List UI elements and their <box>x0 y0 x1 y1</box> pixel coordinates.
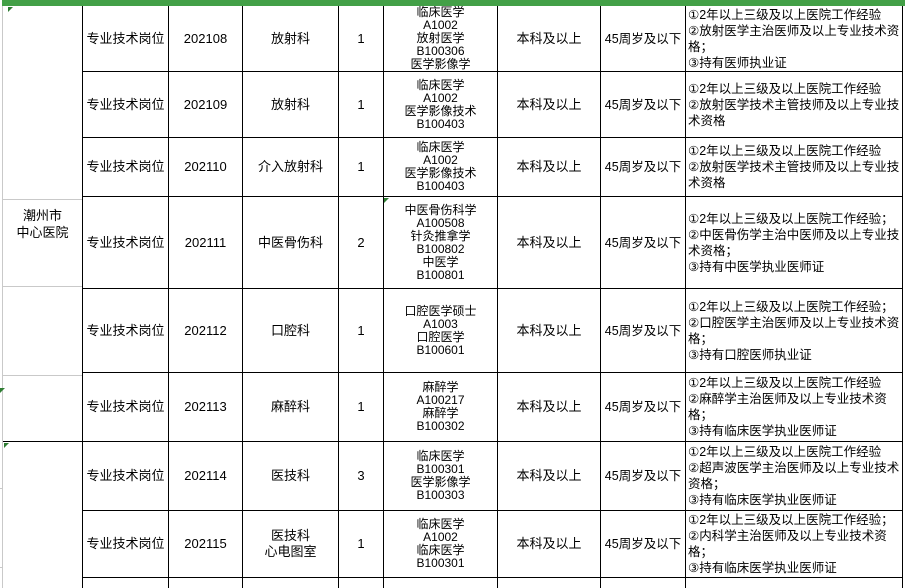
table-row: 专业技术岗位 202113 麻醉科 1 麻醉学 A100217 麻醉学 B100… <box>83 373 903 442</box>
cell-education[interactable]: 本科及以上 <box>498 442 601 510</box>
table-row: 专业技术岗位 202111 中医骨伤科 2 中医骨伤科学 A100508 针灸推… <box>83 197 903 289</box>
cell-education[interactable]: 本科及以上 <box>498 289 601 372</box>
cell-age[interactable]: 45周岁及以下 <box>601 289 686 372</box>
hospital-cell[interactable]: 潮州市 中心医院 <box>3 6 83 442</box>
cell-age[interactable]: 45周岁及以下 <box>601 72 686 137</box>
gridline <box>3 375 82 376</box>
cell-age[interactable]: 45周岁及以下 <box>601 511 686 577</box>
cell-age[interactable]: 45周岁及以下 <box>601 6 686 71</box>
cell-requirements[interactable]: ①2年以上三级及以上医院工作经验 ②麻醉学主治医师及以上专业技术资格； ③持有临… <box>686 373 903 441</box>
cell-age[interactable]: 45周岁及以下 <box>601 138 686 196</box>
cell-code[interactable]: 202114 <box>169 442 243 510</box>
cell-department[interactable]: 口腔科 <box>243 289 339 372</box>
cell-code[interactable]: 202115 <box>169 511 243 577</box>
cell-headcount[interactable]: 1 <box>339 138 384 196</box>
cell-requirements[interactable]: ①2年以上三级及以上医院工作经验 ②放射医学技术主管技师及以上专业技术资格 <box>686 72 903 137</box>
table-row: 专业技术岗位 202110 介入放射科 1 临床医学 A1002 医学影像技术 … <box>83 138 903 197</box>
table-row: 专业技术岗位 202114 医技科 3 临床医学 B100301 医学影像学 B… <box>83 442 903 511</box>
table-row: 专业技术岗位 202109 放射科 1 临床医学 A1002 医学影像技术 B1… <box>83 72 903 138</box>
cell-requirements[interactable]: ①2年以上三级及以上医院工作经验； ②口腔医学主治医师及以上专业技术资格； ③持… <box>686 289 903 372</box>
cell-requirements[interactable]: ①2年以上三级及以上医院工作经验 ②放射医学技术主管技师及以上专业技术资格 <box>686 138 903 196</box>
cell-department[interactable]: 医技科 心电图室 <box>243 511 339 577</box>
cell-majors[interactable]: 临床医学 A1002 临床医学 B100301 <box>384 511 498 577</box>
cell-post-type[interactable]: 专业技术岗位 <box>83 289 169 372</box>
cell-education[interactable]: 本科及以上 <box>498 72 601 137</box>
selection-top-border <box>2 0 905 6</box>
cell-headcount[interactable] <box>339 578 384 588</box>
cell-education[interactable]: 本科及以上 <box>498 373 601 441</box>
cell-majors[interactable]: 麻醉学 A100217 麻醉学 B100302 <box>384 373 498 441</box>
cell-post-type[interactable]: 专业技术岗位 <box>83 138 169 196</box>
cell-code[interactable]: 202111 <box>169 197 243 288</box>
cell-headcount[interactable]: 1 <box>339 6 384 71</box>
gridline <box>3 286 82 287</box>
cell-department[interactable]: 麻醉科 <box>243 373 339 441</box>
cell-post-type[interactable]: 专业技术岗位 <box>83 511 169 577</box>
cell-education[interactable]: 本科及以上 <box>498 197 601 288</box>
cell-headcount[interactable]: 1 <box>339 289 384 372</box>
cell-department[interactable]: 放射科 <box>243 72 339 137</box>
cell-department[interactable]: 放射科 <box>243 6 339 71</box>
cell-majors[interactable]: 中医骨伤科学 A100508 针灸推拿学 B100802 中医学 B100801 <box>384 197 498 288</box>
gridline <box>0 488 3 489</box>
cell-post-type[interactable]: 专业技术岗位 <box>83 442 169 510</box>
cell-code[interactable]: 202108 <box>169 6 243 71</box>
gridline <box>0 567 3 568</box>
table-row-partial <box>83 578 903 588</box>
cell-requirements[interactable]: ①2年以上三级及以上医院工作经验 ②超声波医学主治医师及以上专业技术资格； ③持… <box>686 442 903 510</box>
cell-education[interactable]: 本科及以上 <box>498 6 601 71</box>
cell-code[interactable] <box>169 578 243 588</box>
cell-code[interactable]: 202109 <box>169 72 243 137</box>
cell-age[interactable]: 45周岁及以下 <box>601 442 686 510</box>
cell-requirements[interactable] <box>686 578 903 588</box>
cell-department[interactable]: 中医骨伤科 <box>243 197 339 288</box>
cell-age[interactable]: 45周岁及以下 <box>601 197 686 288</box>
cell-post-type[interactable]: 专业技术岗位 <box>83 72 169 137</box>
table-row: 专业技术岗位 202108 放射科 1 临床医学 A1002 放射医学 B100… <box>83 6 903 72</box>
cell-majors[interactable] <box>384 578 498 588</box>
table-row: 专业技术岗位 202112 口腔科 1 口腔医学硕士 A1003 口腔医学 B1… <box>83 289 903 373</box>
cell-department[interactable]: 医技科 <box>243 442 339 510</box>
cell-department[interactable]: 介入放射科 <box>243 138 339 196</box>
cell-majors[interactable]: 临床医学 A1002 放射医学 B100306 医学影像学 <box>384 6 498 71</box>
error-indicator-icon <box>8 7 13 12</box>
cell-code[interactable]: 202112 <box>169 289 243 372</box>
cell-headcount[interactable]: 1 <box>339 511 384 577</box>
cell-requirements[interactable]: ①2年以上三级及以上医院工作经验 ②放射医学主治医师及以上专业技术资格； ③持有… <box>686 6 903 71</box>
cell-majors[interactable]: 临床医学 A1002 医学影像技术 B100403 <box>384 138 498 196</box>
hospital-name: 潮州市 中心医院 <box>16 207 69 240</box>
cell-headcount[interactable]: 3 <box>339 442 384 510</box>
cell-requirements[interactable]: ①2年以上三级及以上医院工作经验； ②内科学主治医师及以上专业技术资格； ③持有… <box>686 511 903 577</box>
cell-post-type[interactable]: 专业技术岗位 <box>83 6 169 71</box>
cell-post-type[interactable]: 专业技术岗位 <box>83 197 169 288</box>
cell-headcount[interactable]: 2 <box>339 197 384 288</box>
error-indicator-icon <box>4 443 9 448</box>
cell-education[interactable]: 本科及以上 <box>498 511 601 577</box>
cell-majors[interactable]: 临床医学 B100301 医学影像学 B100303 <box>384 442 498 510</box>
cell-majors[interactable]: 临床医学 A1002 医学影像技术 B100403 <box>384 72 498 137</box>
cell-headcount[interactable]: 1 <box>339 373 384 441</box>
cell-education[interactable]: 本科及以上 <box>498 138 601 196</box>
gridline <box>3 199 82 200</box>
error-indicator-icon <box>384 198 389 203</box>
cell-education[interactable] <box>498 578 601 588</box>
gridline <box>2 6 3 588</box>
table-row: 专业技术岗位 202115 医技科 心电图室 1 临床医学 A1002 临床医学… <box>83 511 903 578</box>
hospital-cell[interactable] <box>3 442 83 588</box>
cell-requirements[interactable]: ①2年以上三级及以上医院工作经验； ②中医骨伤学主治中医师及以上专业技术资格； … <box>686 197 903 288</box>
cell-code[interactable]: 202110 <box>169 138 243 196</box>
cell-post-type[interactable] <box>83 578 169 588</box>
cell-age[interactable]: 45周岁及以下 <box>601 373 686 441</box>
cell-headcount[interactable]: 1 <box>339 72 384 137</box>
cell-age[interactable] <box>601 578 686 588</box>
error-indicator-icon <box>0 388 5 393</box>
cell-code[interactable]: 202113 <box>169 373 243 441</box>
cell-department[interactable] <box>243 578 339 588</box>
cell-majors[interactable]: 口腔医学硕士 A1003 口腔医学 B100601 <box>384 289 498 372</box>
cell-post-type[interactable]: 专业技术岗位 <box>83 373 169 441</box>
